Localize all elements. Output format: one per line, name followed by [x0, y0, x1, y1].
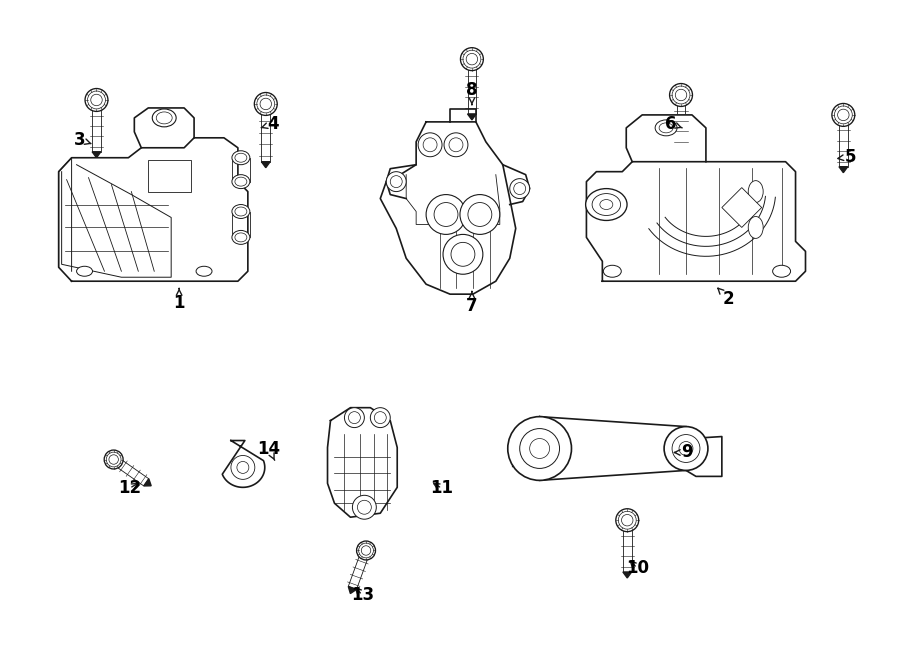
Text: 14: 14 — [257, 440, 280, 460]
Circle shape — [418, 133, 442, 157]
Circle shape — [616, 509, 639, 531]
Polygon shape — [222, 440, 265, 487]
Ellipse shape — [232, 151, 250, 165]
Text: 13: 13 — [351, 586, 374, 604]
Ellipse shape — [748, 217, 763, 239]
Polygon shape — [467, 114, 476, 120]
Polygon shape — [348, 549, 370, 590]
Text: 4: 4 — [261, 115, 279, 133]
Circle shape — [664, 426, 708, 471]
Ellipse shape — [748, 180, 763, 202]
Polygon shape — [134, 108, 194, 148]
Circle shape — [345, 408, 364, 428]
Text: 9: 9 — [675, 444, 693, 461]
Circle shape — [426, 194, 466, 235]
Ellipse shape — [152, 109, 176, 127]
Polygon shape — [623, 520, 632, 572]
Text: 1: 1 — [174, 289, 184, 312]
Text: 11: 11 — [430, 479, 454, 497]
Text: 7: 7 — [466, 292, 478, 315]
Polygon shape — [623, 572, 632, 578]
Polygon shape — [92, 152, 101, 158]
Circle shape — [370, 408, 391, 428]
Ellipse shape — [196, 266, 212, 276]
Polygon shape — [626, 115, 706, 162]
Polygon shape — [677, 147, 686, 153]
Polygon shape — [587, 162, 806, 281]
Polygon shape — [839, 167, 848, 173]
Text: 6: 6 — [665, 115, 682, 133]
Polygon shape — [92, 100, 101, 152]
Circle shape — [670, 83, 692, 106]
Circle shape — [460, 194, 500, 235]
Text: 8: 8 — [466, 81, 478, 104]
Text: 5: 5 — [838, 147, 856, 166]
Ellipse shape — [232, 175, 250, 188]
Polygon shape — [261, 104, 270, 162]
Circle shape — [509, 178, 530, 198]
Circle shape — [461, 48, 483, 71]
Text: 2: 2 — [718, 288, 734, 308]
Ellipse shape — [772, 265, 790, 277]
Ellipse shape — [655, 120, 677, 136]
Circle shape — [353, 495, 376, 519]
Ellipse shape — [586, 188, 627, 221]
Ellipse shape — [76, 266, 93, 276]
Polygon shape — [839, 115, 848, 167]
Polygon shape — [328, 408, 397, 517]
Circle shape — [832, 104, 855, 126]
Circle shape — [444, 133, 468, 157]
Circle shape — [508, 416, 572, 481]
Polygon shape — [111, 456, 148, 486]
Polygon shape — [348, 586, 356, 594]
Polygon shape — [722, 188, 761, 227]
Polygon shape — [58, 137, 248, 281]
Polygon shape — [677, 95, 686, 147]
Text: 10: 10 — [626, 559, 649, 577]
Polygon shape — [261, 162, 270, 168]
Polygon shape — [467, 59, 476, 114]
Text: 12: 12 — [118, 479, 141, 497]
Polygon shape — [148, 160, 191, 192]
Ellipse shape — [603, 265, 621, 277]
Ellipse shape — [232, 204, 250, 219]
Polygon shape — [144, 479, 151, 486]
Circle shape — [104, 450, 123, 469]
Ellipse shape — [232, 231, 250, 245]
Polygon shape — [381, 122, 516, 294]
Circle shape — [255, 93, 277, 116]
Circle shape — [356, 541, 375, 560]
Circle shape — [386, 172, 406, 192]
Circle shape — [443, 235, 483, 274]
Circle shape — [85, 89, 108, 112]
Text: 3: 3 — [74, 131, 91, 149]
Polygon shape — [540, 416, 712, 481]
